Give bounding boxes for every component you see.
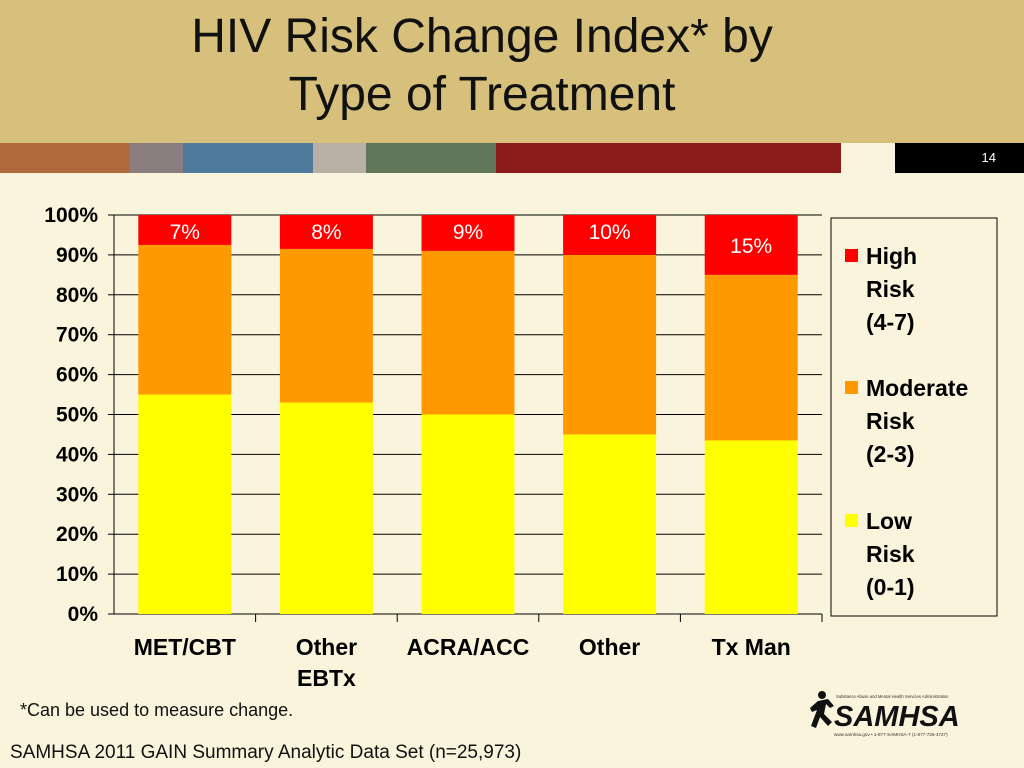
strip-segment-2: [183, 143, 313, 173]
logo-wordmark: SAMHSA: [834, 701, 960, 733]
title-band: HIV Risk Change Index* by Type of Treatm…: [0, 0, 1024, 143]
legend-label: Risk: [866, 408, 915, 434]
y-tick-label: 10%: [56, 563, 98, 586]
bar-segment-high-0: [138, 215, 232, 245]
y-tick-label: 30%: [56, 483, 98, 506]
bar-segment-moderate-1: [279, 248, 373, 403]
bar-segment-moderate-3: [563, 254, 657, 435]
title-line-1: HIV Risk Change Index* by: [191, 10, 773, 63]
color-strip: [0, 143, 1024, 173]
y-tick-label: 90%: [56, 244, 98, 267]
title-line-2: Type of Treatment: [288, 68, 676, 121]
strip-segment-3: [313, 143, 366, 173]
legend-label: Low: [866, 508, 912, 534]
legend-swatch: [845, 249, 858, 262]
legend-label: Risk: [866, 541, 915, 567]
y-tick-label: 100%: [44, 204, 98, 227]
strip-segment-1: [130, 143, 183, 173]
legend-box: [830, 217, 998, 617]
bar-segment-high-1: [279, 215, 373, 249]
y-tick-label: 20%: [56, 523, 98, 546]
slide-title: HIV Risk Change Index* by Type of Treatm…: [0, 8, 964, 124]
data-label-high-risk: 7%: [170, 221, 200, 244]
data-label-high-risk: 9%: [453, 221, 483, 244]
source-citation: SAMHSA 2011 GAIN Summary Analytic Data S…: [10, 742, 522, 763]
legend-swatch: [845, 514, 858, 527]
y-tick-label: 70%: [56, 324, 98, 347]
strip-segment-6: [841, 143, 895, 173]
bar-segment-low-3: [563, 434, 657, 614]
logo-small-text: Substance Abuse and Mental Health Servic…: [836, 694, 949, 699]
bar-segment-low-4: [704, 440, 798, 614]
strip-segment-7: [895, 143, 1024, 173]
y-tick-label: 80%: [56, 284, 98, 307]
samhsa-logo: Substance Abuse and Mental Health Servic…: [808, 686, 982, 742]
y-tick-label: 50%: [56, 404, 98, 427]
legend-label: Risk: [866, 276, 915, 302]
strip-segment-5: [496, 143, 841, 173]
bar-segment-low-0: [138, 394, 232, 614]
y-tick-label: 0%: [68, 603, 99, 626]
logo-contact: www.samhsa.gov • 1-877-SAMHSA-7 (1-877-7…: [834, 732, 948, 737]
data-label-high-risk: 10%: [589, 221, 631, 244]
data-label-high-risk: 8%: [311, 221, 341, 244]
legend-swatch: [845, 381, 858, 394]
bar-segment-high-4: [704, 215, 798, 275]
legend-label: Moderate: [866, 375, 968, 401]
data-label-high-risk: 15%: [730, 235, 772, 258]
legend-label: (0-1): [866, 574, 915, 600]
legend-label: High: [866, 243, 917, 269]
strip-segment-4: [366, 143, 496, 173]
bar-segment-low-1: [279, 402, 373, 614]
legend-label: (4-7): [866, 309, 915, 335]
x-category-label: Tx Man: [712, 634, 791, 660]
y-tick-label: 40%: [56, 443, 98, 466]
strip-segment-0: [0, 143, 130, 173]
legend-label: (2-3): [866, 441, 915, 467]
bar-segment-moderate-0: [138, 244, 232, 395]
bar-segment-moderate-4: [704, 274, 798, 441]
bar-segment-high-3: [563, 215, 657, 255]
x-category-label: Other: [579, 634, 640, 660]
x-category-label: MET/CBT: [134, 634, 236, 660]
x-category-label: Other: [296, 634, 357, 660]
running-figure-icon: [810, 691, 834, 728]
footnote: *Can be used to measure change.: [20, 700, 294, 720]
bar-segment-high-2: [421, 215, 515, 251]
x-category-label: EBTx: [297, 665, 356, 690]
slide-number: 14: [981, 150, 996, 165]
bar-segment-low-2: [421, 414, 515, 614]
stacked-bar-chart: 0% 10% 20% 30% 40% 50% 60% 70% 80% 90% 100% 7% MET/C…: [44, 204, 998, 690]
x-category-label: ACRA/ACC: [407, 634, 530, 660]
bar-segment-moderate-2: [421, 250, 515, 415]
y-tick-label: 60%: [56, 364, 98, 387]
